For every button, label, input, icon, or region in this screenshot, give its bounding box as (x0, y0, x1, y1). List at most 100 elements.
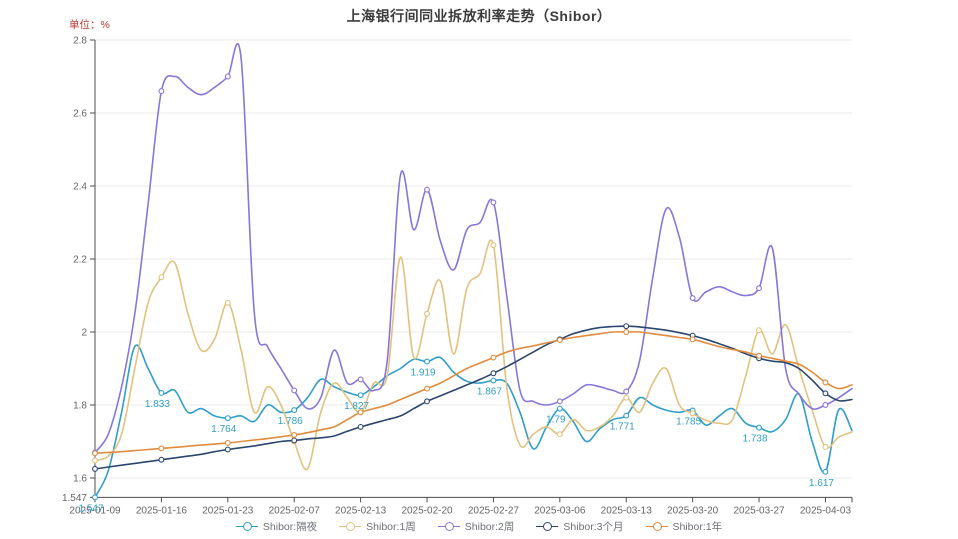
y-axis-tick-label: 2.2 (73, 255, 87, 266)
data-point-marker[interactable] (424, 398, 430, 405)
data-point-label: 1.833 (145, 399, 170, 410)
x-axis-tick-label: 2025-03-27 (733, 505, 785, 516)
unit-label: 单位：% (69, 19, 110, 31)
legend-label: Shibor:1周 (366, 521, 416, 533)
data-point-label: 1.867 (477, 387, 502, 398)
series-line-Shibor:3个月[interactable] (95, 325, 853, 470)
data-point-marker[interactable] (224, 446, 231, 453)
data-point-marker[interactable] (556, 431, 563, 438)
x-axis-tick-label: 2025-03-06 (534, 505, 586, 516)
x-axis-tick-label: 2025-01-09 (69, 505, 121, 516)
data-point-marker[interactable] (92, 457, 98, 464)
legend-label: Shibor:隔夜 (262, 521, 318, 533)
data-point-marker[interactable] (357, 423, 364, 430)
data-point-marker[interactable] (822, 379, 829, 386)
data-point-label: 1.617 (809, 478, 834, 489)
data-point-marker[interactable] (756, 327, 762, 334)
data-point-marker[interactable] (424, 310, 430, 317)
legend-item-Shibor:1年[interactable]: Shibor:1年 (645, 519, 723, 534)
data-point-marker[interactable] (424, 186, 430, 193)
legend-item-Shibor:隔夜[interactable]: Shibor:隔夜 (235, 519, 318, 534)
data-point-label: 1.827 (344, 401, 369, 412)
legend-item-Shibor:1周[interactable]: Shibor:1周 (339, 519, 416, 534)
data-point-label: 1.547 (78, 503, 103, 514)
data-point-marker[interactable] (490, 354, 497, 361)
legend-label: Shibor:1年 (672, 521, 723, 533)
data-point-marker[interactable] (556, 398, 563, 405)
data-point-marker[interactable] (556, 405, 563, 412)
data-point-marker[interactable] (623, 394, 630, 401)
data-point-marker[interactable] (623, 388, 630, 395)
data-point-marker[interactable] (92, 450, 98, 457)
data-point-marker[interactable] (92, 494, 98, 501)
data-point-marker[interactable] (689, 336, 696, 343)
series-line-Shibor:1周[interactable] (95, 239, 853, 471)
data-point-marker[interactable] (158, 445, 165, 452)
data-point-marker[interactable] (158, 456, 165, 463)
data-point-marker[interactable] (623, 412, 630, 419)
y-axis-tick-label: 1.6 (73, 474, 87, 485)
data-point-marker[interactable] (689, 410, 696, 417)
data-point-marker[interactable] (623, 329, 630, 335)
data-point-marker[interactable] (623, 323, 630, 330)
data-point-marker[interactable] (490, 377, 497, 384)
data-point-marker[interactable] (92, 465, 98, 472)
data-point-marker[interactable] (158, 274, 165, 281)
data-point-marker[interactable] (291, 387, 298, 394)
data-point-marker[interactable] (689, 295, 696, 302)
axes: 1.547 1.6 1.8 2 2.2 2.4 2.6 2.8 2025-01-09 2025-0… (62, 36, 853, 516)
series-line-Shibor:1年[interactable] (95, 331, 853, 454)
series-line-Shibor:2周[interactable] (95, 43, 853, 454)
x-axis-tick-label: 2025-02-07 (269, 505, 321, 516)
x-axis-tick-label: 2025-03-13 (601, 505, 653, 516)
data-point-marker[interactable] (822, 468, 829, 475)
data-point-marker[interactable] (756, 424, 762, 431)
series-line-Shibor:隔夜[interactable] (95, 344, 853, 499)
data-point-marker[interactable] (490, 370, 497, 377)
data-point-marker[interactable] (822, 390, 829, 397)
data-point-marker[interactable] (490, 199, 497, 206)
legend-item-Shibor:2周[interactable]: Shibor:2周 (437, 519, 514, 534)
data-point-label: 1.786 (278, 416, 303, 427)
data-point-marker[interactable] (291, 407, 298, 414)
data-point-marker[interactable] (822, 444, 829, 450)
data-point-marker[interactable] (158, 390, 165, 396)
data-point-marker[interactable] (490, 242, 497, 249)
x-axis-tick-label: 2025-02-13 (335, 505, 387, 516)
data-point-label: 1.919 (411, 368, 436, 379)
chart-legend: Shibor:隔夜 Shibor:1周 Shibor:2周 Shibor:3个月 Shi… (0, 519, 958, 534)
data-point-marker[interactable] (424, 358, 430, 365)
x-axis-tick-label: 2025-02-27 (468, 505, 520, 516)
data-point-marker[interactable] (822, 402, 829, 408)
data-point-marker[interactable] (224, 440, 231, 446)
y-axis-tick-label: 2.8 (73, 36, 87, 47)
line-series-icon (645, 522, 668, 531)
data-point-marker[interactable] (357, 376, 364, 383)
data-point-label: 1.738 (743, 434, 768, 445)
data-point-label: 1.764 (211, 424, 236, 435)
data-point-marker[interactable] (424, 385, 430, 392)
series-point-labels: 1.547 1.833 1.764 1.786 1.827 1.919 1.867 1.79 1… (78, 368, 834, 515)
data-point-marker[interactable] (756, 285, 762, 292)
x-axis-tick-label: 2025-01-16 (136, 505, 188, 516)
x-axis-tick-label: 2025-02-20 (401, 505, 453, 516)
legend-item-Shibor:3个月[interactable]: Shibor:3个月 (536, 519, 624, 534)
data-point-marker[interactable] (158, 88, 165, 95)
y-axis-tick-label: 1.8 (73, 401, 87, 412)
data-point-label: 1.79 (546, 415, 566, 426)
data-point-marker[interactable] (224, 415, 231, 422)
data-point-marker[interactable] (291, 437, 298, 444)
y-axis-tick-label: 1.547 (62, 493, 87, 504)
data-point-marker[interactable] (357, 392, 364, 399)
data-point-marker[interactable] (224, 73, 231, 80)
data-point-marker[interactable] (556, 337, 563, 343)
data-point-marker[interactable] (224, 299, 231, 306)
data-point-marker[interactable] (291, 431, 298, 438)
y-axis-tick-label: 2.6 (73, 109, 87, 120)
series-lines (95, 43, 853, 499)
data-point-marker[interactable] (756, 352, 762, 359)
series-markers (92, 73, 829, 501)
data-point-marker[interactable] (357, 409, 364, 416)
